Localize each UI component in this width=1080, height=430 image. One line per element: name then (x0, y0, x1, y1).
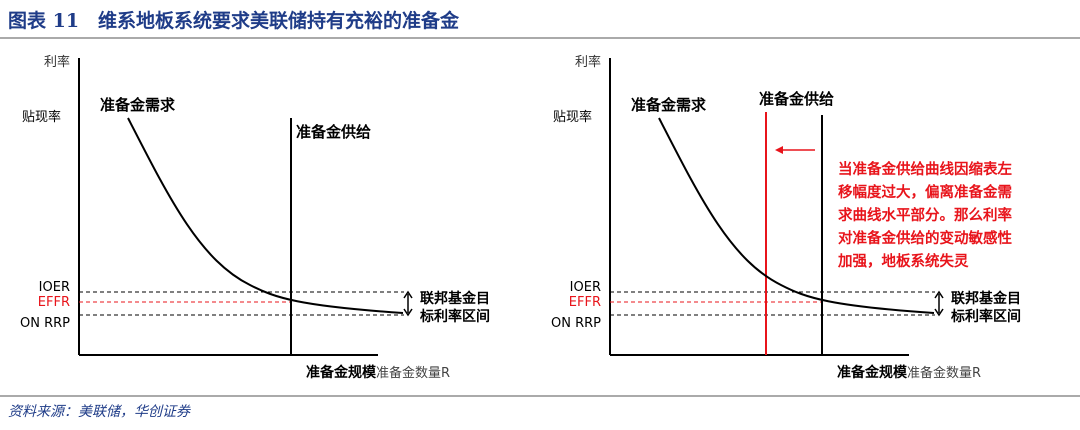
annotation-line: 当准备金供给曲线因缩表左 (838, 160, 1012, 178)
range-label-1: 联邦基金目 (420, 290, 490, 307)
annotation-line: 求曲线水平部分。那么利率 (838, 206, 1012, 224)
reserve-scale-label: 准备金规模 (837, 364, 908, 381)
annotation: 当准备金供给曲线因缩表左 移幅度过大，偏离准备金需 求曲线水平部分。那么利率 对… (837, 160, 1012, 270)
onrrp-label: ON RRP (551, 316, 601, 331)
range-arrow-icon (934, 290, 944, 317)
right-panel: 利率 贴现率 准备金需求 准备金供给 IOER EFFR ON RRP 联邦基金… (551, 54, 1021, 381)
annotation-line: 对准备金供给的变动敏感性 (838, 229, 1012, 247)
demand-curve (658, 117, 935, 314)
annotation-line: 加强，地板系统失灵 (837, 252, 969, 270)
effr-label: EFFR (569, 295, 601, 310)
x-axis-label: 准备金数量R (376, 365, 450, 381)
supply-label: 准备金供给 (759, 90, 834, 108)
x-axis-label: 准备金数量R (907, 365, 981, 381)
ioer-label: IOER (39, 280, 70, 295)
discount-rate-label: 贴现率 (553, 109, 592, 125)
reserve-scale-label: 准备金规模 (306, 364, 377, 381)
left-panel: 利率 贴现率 准备金需求 准备金供给 IOER EFFR ON RRP 联邦基金… (20, 54, 490, 381)
demand-curve (127, 117, 404, 314)
range-label-2: 标利率区间 (419, 308, 490, 325)
onrrp-label: ON RRP (20, 316, 70, 331)
y-axis-label: 利率 (44, 54, 70, 70)
source-note: 资料来源：美联储，华创证券 (8, 404, 191, 420)
discount-rate-label: 贴现率 (22, 109, 61, 125)
effr-label: EFFR (38, 295, 70, 310)
annotation-line: 移幅度过大，偏离准备金需 (838, 183, 1012, 201)
range-arrow-icon (403, 290, 413, 317)
y-axis-label: 利率 (575, 54, 601, 70)
demand-label: 准备金需求 (100, 96, 176, 114)
ioer-label: IOER (570, 280, 601, 295)
range-label-2: 标利率区间 (950, 308, 1021, 325)
figure-title: 图表 11 维系地板系统要求美联储持有充裕的准备金 (8, 9, 460, 32)
range-label-1: 联邦基金目 (951, 290, 1021, 307)
supply-label: 准备金供给 (296, 123, 371, 141)
left-arrow-icon (775, 146, 815, 154)
demand-label: 准备金需求 (631, 96, 707, 114)
